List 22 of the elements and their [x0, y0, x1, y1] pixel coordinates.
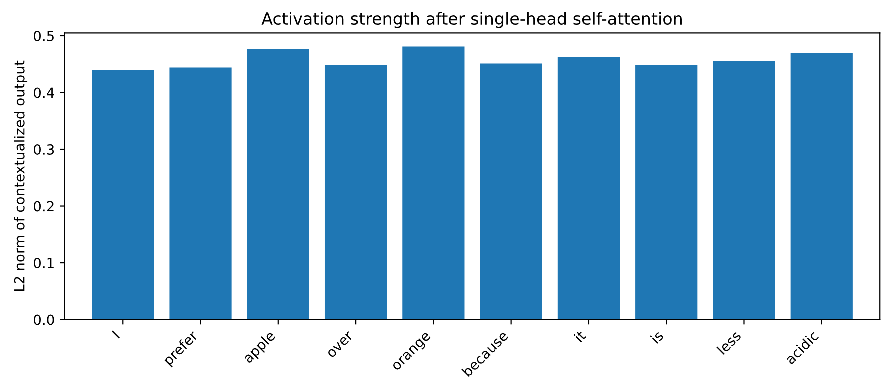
- chart-title: Activation strength after single-head self-attention: [262, 12, 682, 28]
- y-tick-label: 0.5: [34, 30, 54, 42]
- x-tick-label: I: [112, 330, 120, 339]
- bar: [402, 46, 465, 320]
- y-tick-label: 0.3: [34, 144, 54, 155]
- bar: [636, 66, 698, 320]
- bar: [790, 53, 853, 320]
- y-tick-label: 0.0: [34, 314, 54, 326]
- bar: [92, 70, 154, 320]
- y-tick-label: 0.2: [34, 201, 54, 212]
- x-tick-label: it: [574, 330, 587, 343]
- bar: [324, 66, 388, 320]
- y-axis-title: L2 norm of contextualized output: [14, 60, 28, 291]
- bar: [170, 68, 232, 320]
- bar: [480, 64, 542, 320]
- x-tick-label: is: [650, 330, 664, 344]
- y-tick-label: 0.1: [34, 258, 54, 269]
- bar: [558, 56, 620, 320]
- x-tick-label: less: [716, 330, 742, 356]
- bar: [713, 60, 776, 320]
- y-tick-label: 0.4: [34, 88, 54, 98]
- bar: [247, 49, 310, 320]
